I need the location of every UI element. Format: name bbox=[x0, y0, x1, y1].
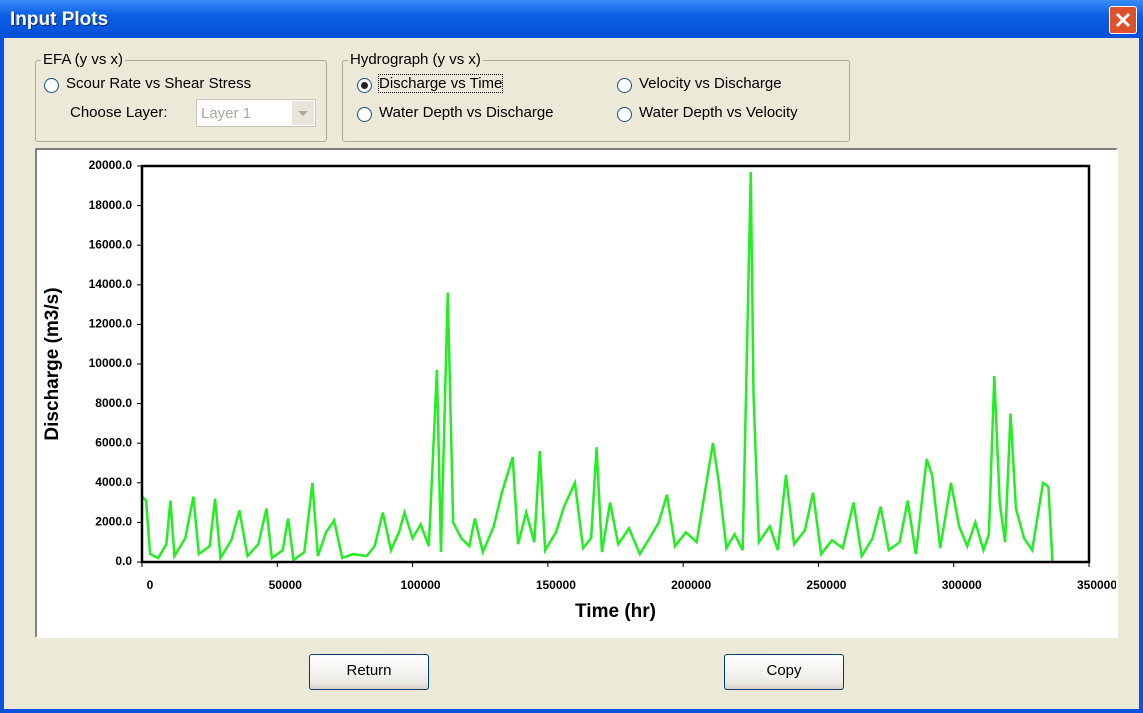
chart: 0.0 2000.0 4000.0 6000.0 8000.0 10000.0 12000.… bbox=[42, 158, 1117, 622]
plot-frame bbox=[140, 164, 1091, 564]
radio[interactable] bbox=[357, 78, 372, 93]
y-tick-label: 20000.0 bbox=[89, 158, 133, 172]
x-tick-label: 150000 bbox=[536, 578, 576, 592]
x-tick-label: 50000 bbox=[269, 578, 303, 592]
copy-button[interactable]: Copy bbox=[724, 654, 844, 690]
radio-label[interactable]: Water Depth vs Discharge bbox=[379, 104, 554, 121]
group-title: Hydrograph (y vs x) bbox=[348, 51, 483, 68]
arrow-icon bbox=[298, 111, 308, 116]
data-line bbox=[141, 171, 1054, 563]
radio[interactable] bbox=[617, 78, 632, 93]
radio-dot bbox=[361, 82, 368, 89]
y-tick-label: 2000.0 bbox=[95, 515, 132, 529]
y-axis-label: Discharge (m3/s) bbox=[42, 287, 63, 440]
x-tick-label: 250000 bbox=[806, 578, 846, 592]
layer-select[interactable]: Layer 1 bbox=[196, 99, 316, 127]
title-bar: Input Plots bbox=[0, 0, 1143, 38]
efa-group: EFA (y vs x) Scour Rate vs Shear Stress … bbox=[35, 51, 327, 142]
x-tick-label: 200000 bbox=[671, 578, 711, 592]
radio-label[interactable]: Discharge vs Time bbox=[377, 74, 504, 93]
window-title: Input Plots bbox=[10, 9, 109, 30]
radio-label[interactable]: Velocity vs Discharge bbox=[639, 75, 782, 92]
x-tick-label: 300000 bbox=[942, 578, 982, 592]
y-tick-label: 4000.0 bbox=[95, 475, 132, 489]
chart-panel: 0.0 2000.0 4000.0 6000.0 8000.0 10000.0 12000.… bbox=[35, 148, 1118, 638]
y-tick-label: 8000.0 bbox=[95, 396, 132, 410]
return-button[interactable]: Return bbox=[309, 654, 429, 690]
close-button[interactable] bbox=[1109, 6, 1137, 34]
x-axis-label: Time (hr) bbox=[575, 601, 656, 622]
y-tick-label: 14000.0 bbox=[89, 277, 133, 291]
layer-label: Choose Layer: bbox=[70, 104, 168, 121]
y-tick-label: 16000.0 bbox=[89, 237, 133, 251]
layer-value: Layer 1 bbox=[201, 105, 252, 122]
y-tick-label: 0.0 bbox=[115, 554, 132, 568]
y-tick-label: 10000.0 bbox=[89, 356, 133, 370]
x-tick-label: 350000 bbox=[1077, 578, 1116, 592]
radio-label[interactable]: Scour Rate vs Shear Stress bbox=[66, 75, 252, 92]
x-tick-label: 0 bbox=[147, 578, 154, 592]
close-icon bbox=[1115, 12, 1131, 28]
radio[interactable] bbox=[617, 107, 632, 122]
x-tick-label: 100000 bbox=[401, 578, 441, 592]
y-tick-label: 12000.0 bbox=[89, 317, 133, 331]
hydrograph-group: Hydrograph (y vs x) Discharge vs Time Vel… bbox=[342, 51, 850, 142]
dropdown-arrow bbox=[292, 101, 314, 125]
y-tick-label: 18000.0 bbox=[89, 198, 133, 212]
radio-label[interactable]: Water Depth vs Velocity bbox=[639, 104, 798, 121]
group-title: EFA (y vs x) bbox=[41, 51, 126, 68]
radio[interactable] bbox=[44, 78, 59, 93]
y-tick-label: 6000.0 bbox=[95, 435, 132, 449]
radio[interactable] bbox=[357, 107, 372, 122]
